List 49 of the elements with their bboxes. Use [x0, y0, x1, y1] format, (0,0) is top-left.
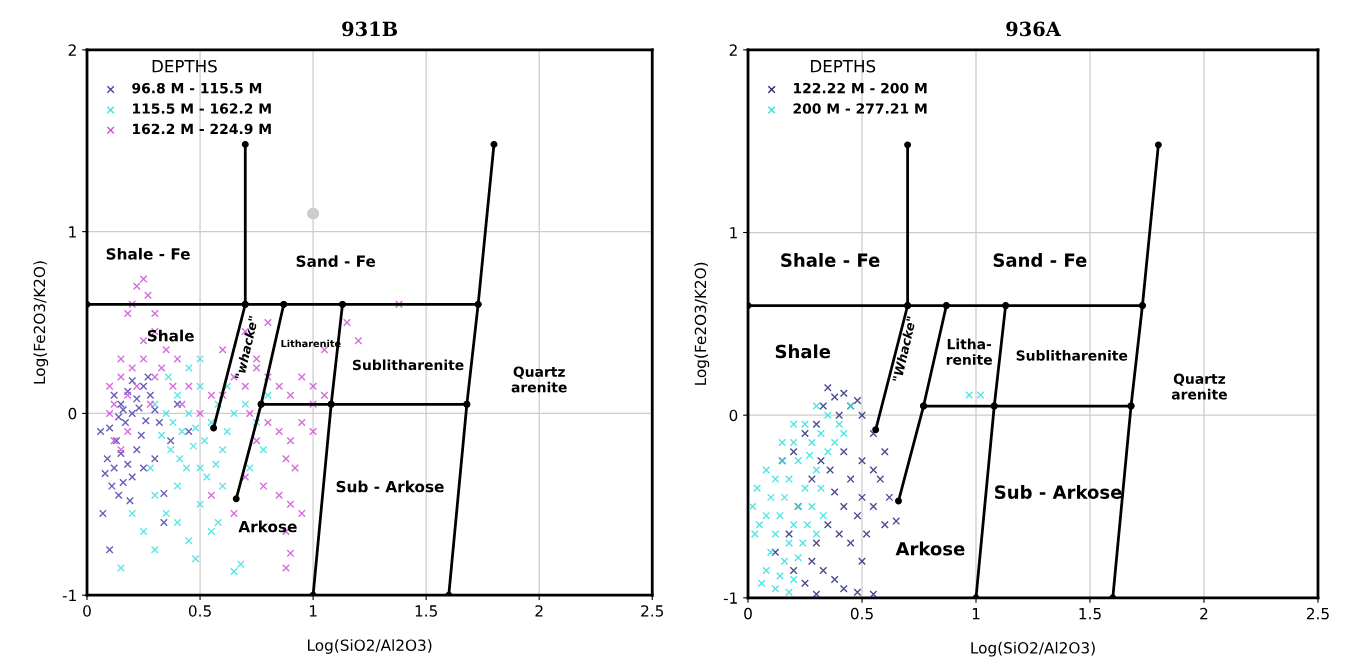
x-tick-label: 1.5: [415, 605, 437, 617]
legend-label: 200 M - 277.21 M: [793, 103, 927, 114]
legend-title: DEPTHS: [152, 59, 217, 73]
annotation: Sand - Fe: [993, 253, 1087, 267]
annotation: Quartz arenite: [1171, 373, 1227, 400]
x-tick-label: 0: [83, 605, 91, 617]
y-tick-label: 1: [69, 226, 76, 238]
annotation: Sublitharenite: [352, 359, 464, 371]
x-tick-label: 0: [744, 607, 752, 620]
annotation: Litha- renite: [946, 338, 992, 365]
annotation: Sand - Fe: [296, 255, 376, 267]
annotation: Sublitharenite: [1016, 350, 1128, 361]
chart-title: 936A: [1006, 21, 1062, 37]
annotation: Shale - Fe: [106, 247, 190, 260]
x-tick-label: 1.5: [1079, 608, 1101, 620]
annotation: Arkose: [895, 541, 965, 556]
x-tick-label: 0.5: [188, 605, 211, 617]
x-tick-label: 1: [309, 605, 317, 617]
y-tick-label: 0: [729, 409, 738, 422]
legend-title: DEPTHS: [811, 59, 876, 73]
y-tick-label: -1: [62, 589, 76, 601]
annotation: Sub - Arkose: [336, 480, 444, 493]
annotation: "whacke": [234, 315, 259, 380]
y-tick-label: -1: [723, 592, 737, 604]
annotation: Quartz arenite: [511, 366, 567, 393]
legend-label: 122.22 M - 200 M: [794, 82, 927, 94]
annotation: Shale: [147, 329, 194, 342]
x-tick-label: 1: [972, 608, 980, 620]
x-axis-title: Log(SiO2/Al2O3): [971, 641, 1095, 657]
legend-label: 96.8 M - 115.5 M: [132, 82, 262, 94]
x-axis-title: Log(SiO2/Al2O3): [308, 639, 432, 654]
annotation: Shale - Fe: [781, 253, 880, 267]
y-axis-title: Log(Fe2O3/K2O): [33, 261, 49, 384]
chart-title: 931B: [342, 21, 398, 37]
legend-label: 115.5 M - 162.2 M: [133, 103, 271, 114]
y-tick-label: 2: [729, 44, 737, 56]
legend-label: 162.2 M - 224.9 M: [133, 123, 271, 135]
x-tick-label: 2: [1200, 607, 1208, 620]
x-tick-label: 2.5: [1306, 607, 1329, 620]
y-tick-label: 2: [68, 44, 76, 56]
x-tick-label: 2.5: [641, 605, 664, 617]
y-axis-title: Log(Fe2O3/K2O): [694, 262, 710, 385]
annotation: Shale: [775, 344, 831, 359]
y-tick-label: 1: [730, 227, 737, 239]
x-tick-label: 0.5: [850, 607, 873, 620]
annotation: Sub - Arkose: [995, 484, 1122, 499]
y-tick-label: 0: [68, 407, 77, 420]
annotation: Arkose: [238, 520, 297, 533]
x-tick-label: 2: [535, 605, 543, 617]
